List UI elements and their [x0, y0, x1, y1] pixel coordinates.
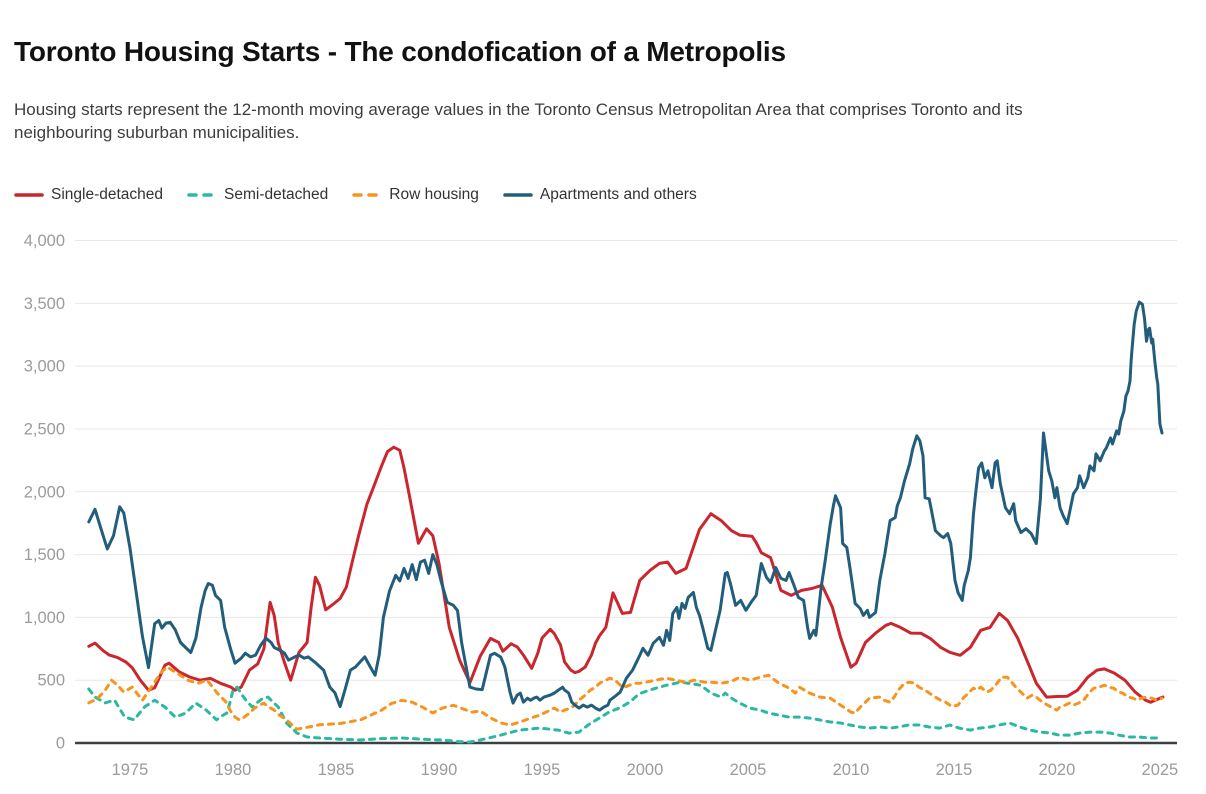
x-tick-label: 1995 — [524, 761, 561, 779]
y-tick-label: 1,500 — [24, 546, 65, 564]
x-tick-label: 2005 — [730, 761, 767, 779]
x-tick-label: 1975 — [112, 761, 149, 779]
legend-label: Row housing — [389, 186, 479, 203]
series-line-single-detached — [87, 445, 1165, 704]
x-tick-label: 1980 — [215, 761, 252, 779]
legend-label: Single-detached — [51, 186, 164, 203]
dashed-line-swatch-icon — [187, 193, 217, 197]
y-tick-label: 1,000 — [24, 609, 65, 627]
y-tick-label: 2,500 — [24, 420, 65, 438]
x-tick-label: 2010 — [833, 761, 870, 779]
y-tick-label: 3,500 — [24, 295, 65, 313]
solid-line-swatch-icon — [503, 193, 533, 197]
x-tick-label: 2020 — [1039, 761, 1076, 779]
legend-item-single-detached: Single-detached — [14, 186, 163, 204]
x-tick-label: 2000 — [627, 761, 664, 779]
chart-legend: Single-detached Semi-detached Row housing A… — [14, 186, 697, 204]
x-tick-label: 2015 — [936, 761, 973, 779]
series-line-row-housing — [87, 665, 1164, 731]
y-tick-label: 500 — [37, 672, 65, 690]
legend-item-row-housing: Row housing — [352, 186, 479, 204]
legend-label: Apartments and others — [539, 186, 697, 203]
y-tick-label: 4,000 — [24, 232, 65, 250]
dashed-line-swatch-icon — [352, 193, 383, 197]
solid-line-swatch-icon — [14, 193, 44, 197]
legend-label: Semi-detached — [224, 186, 329, 203]
chart-subtitle: Housing starts represent the 12-month mo… — [14, 100, 1023, 142]
series-line-semi-detached — [87, 680, 1162, 744]
legend-item-semi-detached: Semi-detached — [187, 186, 328, 204]
x-tick-label: 1990 — [421, 761, 458, 779]
y-tick-label: 2,000 — [24, 483, 65, 501]
series-line-apartments-and-others — [87, 300, 1164, 712]
x-tick-label: 2025 — [1142, 761, 1179, 779]
legend-item-apartments-and-others: Apartments and others — [503, 186, 697, 204]
x-tick-label: 1985 — [318, 761, 355, 779]
y-tick-label: 3,000 — [24, 358, 65, 376]
y-tick-label: 0 — [56, 735, 65, 753]
chart-title: Toronto Housing Starts - The condoficati… — [14, 36, 786, 67]
